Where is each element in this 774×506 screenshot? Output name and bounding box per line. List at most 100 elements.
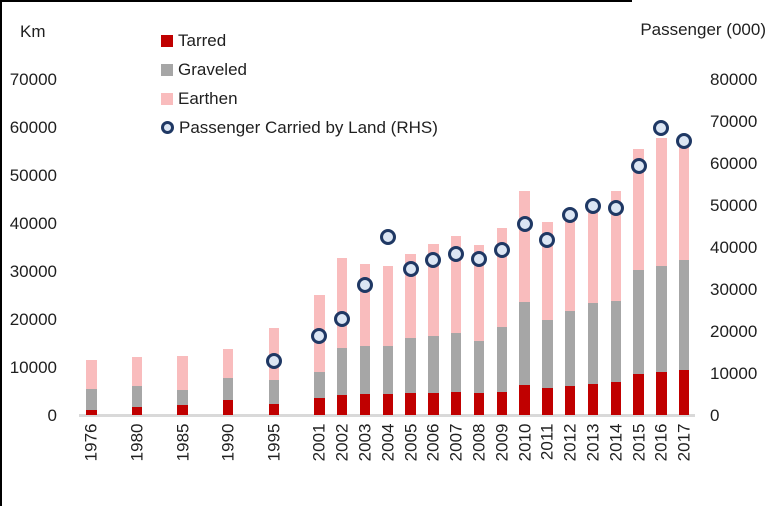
bar-segment-earthen: [222, 349, 234, 378]
bar-segment-tarred: [519, 384, 530, 416]
bar-segment-earthen: [405, 254, 416, 338]
right-axis-tick-label: 50000: [710, 196, 758, 215]
left-axis-tick-label: 0: [47, 406, 57, 425]
bar-segment-tarred: [314, 397, 325, 416]
x-axis-year-label: 1985: [173, 423, 193, 462]
legend-label-tarred: Tarred: [178, 30, 227, 50]
legend-label-graveled: Graveled: [178, 59, 247, 79]
x-axis-year-label: 2017: [674, 423, 694, 462]
left-axis-title: Km: [20, 22, 46, 41]
left-axis-tick-label: 50000: [9, 165, 57, 185]
graveled-swatch-icon: [161, 63, 173, 76]
bar-segment-tarred: [359, 394, 371, 416]
x-axis-year-label: 2014: [606, 423, 626, 462]
right-axis-tick-label: 10000: [710, 364, 758, 383]
x-axis-year-label: 1990: [218, 423, 238, 462]
bar-segment-earthen: [633, 148, 644, 271]
bar-segment-tarred: [678, 369, 690, 416]
x-axis-line: [79, 414, 695, 417]
legend-label-passenger: Passenger Carried by Land (RHS): [179, 117, 438, 137]
bar-segment-graveled: [450, 333, 462, 393]
left-axis-tick-label: 10000: [9, 357, 57, 377]
bar-segment-graveled: [473, 341, 485, 394]
bar-segment-graveled: [268, 379, 280, 405]
left-axis-tick-label: 70000: [9, 69, 57, 89]
legend-item-earthen: Earthen: [161, 84, 438, 113]
x-axis-year-label: 2010: [515, 423, 535, 462]
x-axis-year-label: 2011: [537, 423, 557, 461]
passenger-data-marker: [448, 246, 465, 263]
bar-segment-tarred: [542, 388, 553, 416]
bar-segment-graveled: [359, 345, 371, 395]
x-axis-year-label: 2005: [401, 423, 421, 462]
bar-segment-graveled: [610, 300, 622, 382]
passenger-data-marker: [653, 120, 670, 137]
passenger-marker-icon: [161, 121, 174, 134]
x-axis-year-label: 2016: [651, 423, 671, 462]
x-axis-year-label: 2012: [560, 423, 580, 462]
legend-item-tarred: Tarred: [161, 26, 438, 55]
bar-segment-earthen: [678, 143, 690, 260]
bar-segment-earthen: [131, 357, 143, 386]
right-axis-title: Passenger (000): [640, 20, 766, 39]
left-axis-tick-label: 30000: [9, 261, 57, 281]
x-axis-year-label: 2003: [355, 423, 375, 462]
bar-segment-graveled: [314, 371, 325, 398]
bar-segment-earthen: [496, 228, 508, 327]
bar-segment-graveled: [86, 388, 97, 410]
bar-segment-tarred: [86, 409, 97, 416]
bar-segment-earthen: [564, 210, 576, 311]
legend-label-earthen: Earthen: [178, 88, 238, 108]
bar-segment-tarred: [131, 406, 143, 416]
bar-segment-tarred: [656, 371, 667, 416]
x-axis-year-label: 2013: [583, 423, 603, 462]
bar-segment-tarred: [587, 383, 599, 416]
bar-segment-graveled: [496, 326, 508, 393]
chart-legend: Tarred Graveled Earthen Passenger Carrie…: [161, 26, 438, 142]
tarred-swatch-icon: [161, 34, 173, 47]
bar-segment-graveled: [131, 385, 143, 407]
bar-segment-earthen: [656, 138, 667, 266]
x-axis-year-label: 2015: [629, 423, 649, 462]
bar-segment-tarred: [473, 393, 485, 416]
x-axis-year-label: 1995: [264, 423, 284, 462]
bar-segment-earthen: [519, 190, 530, 303]
passenger-data-marker: [402, 261, 419, 278]
bar-segment-graveled: [519, 302, 530, 385]
bar-segment-graveled: [587, 303, 599, 384]
bar-segment-tarred: [564, 386, 576, 416]
bar-segment-earthen: [542, 222, 553, 321]
bar-segment-tarred: [450, 392, 462, 416]
bar-segment-graveled: [542, 320, 553, 389]
bar-segment-tarred: [610, 381, 622, 416]
bar-segment-tarred: [268, 404, 280, 416]
bar-segment-earthen: [428, 244, 439, 336]
bar-segment-tarred: [177, 404, 188, 416]
passenger-data-marker: [471, 250, 487, 267]
right-axis-tick-label: 60000: [710, 154, 758, 173]
left-axis-tick-label: 20000: [9, 309, 57, 329]
x-axis-year-label: 2008: [469, 423, 489, 462]
bar-segment-graveled: [678, 259, 690, 370]
bar-segment-earthen: [336, 258, 348, 348]
x-axis-year-label: 2009: [492, 423, 512, 462]
bar-segment-tarred: [382, 394, 394, 416]
bar-segment-earthen: [587, 199, 599, 303]
right-axis-tick-label: 30000: [710, 280, 758, 299]
passenger-data-marker: [562, 206, 579, 223]
bar-segment-graveled: [633, 270, 644, 374]
image-top-border: [0, 0, 632, 2]
earthen-swatch-icon: [161, 92, 173, 105]
passenger-data-marker: [334, 310, 351, 327]
passenger-data-marker: [311, 327, 328, 344]
passenger-data-marker: [265, 352, 282, 369]
legend-item-passenger: Passenger Carried by Land (RHS): [161, 113, 438, 142]
x-axis-year-label: 2002: [332, 423, 352, 462]
bar-segment-tarred: [496, 392, 508, 416]
left-axis-tick-label: 60000: [9, 117, 57, 137]
passenger-data-marker: [357, 277, 373, 294]
passenger-data-marker: [607, 200, 624, 217]
left-axis-tick-label: 40000: [9, 213, 57, 233]
